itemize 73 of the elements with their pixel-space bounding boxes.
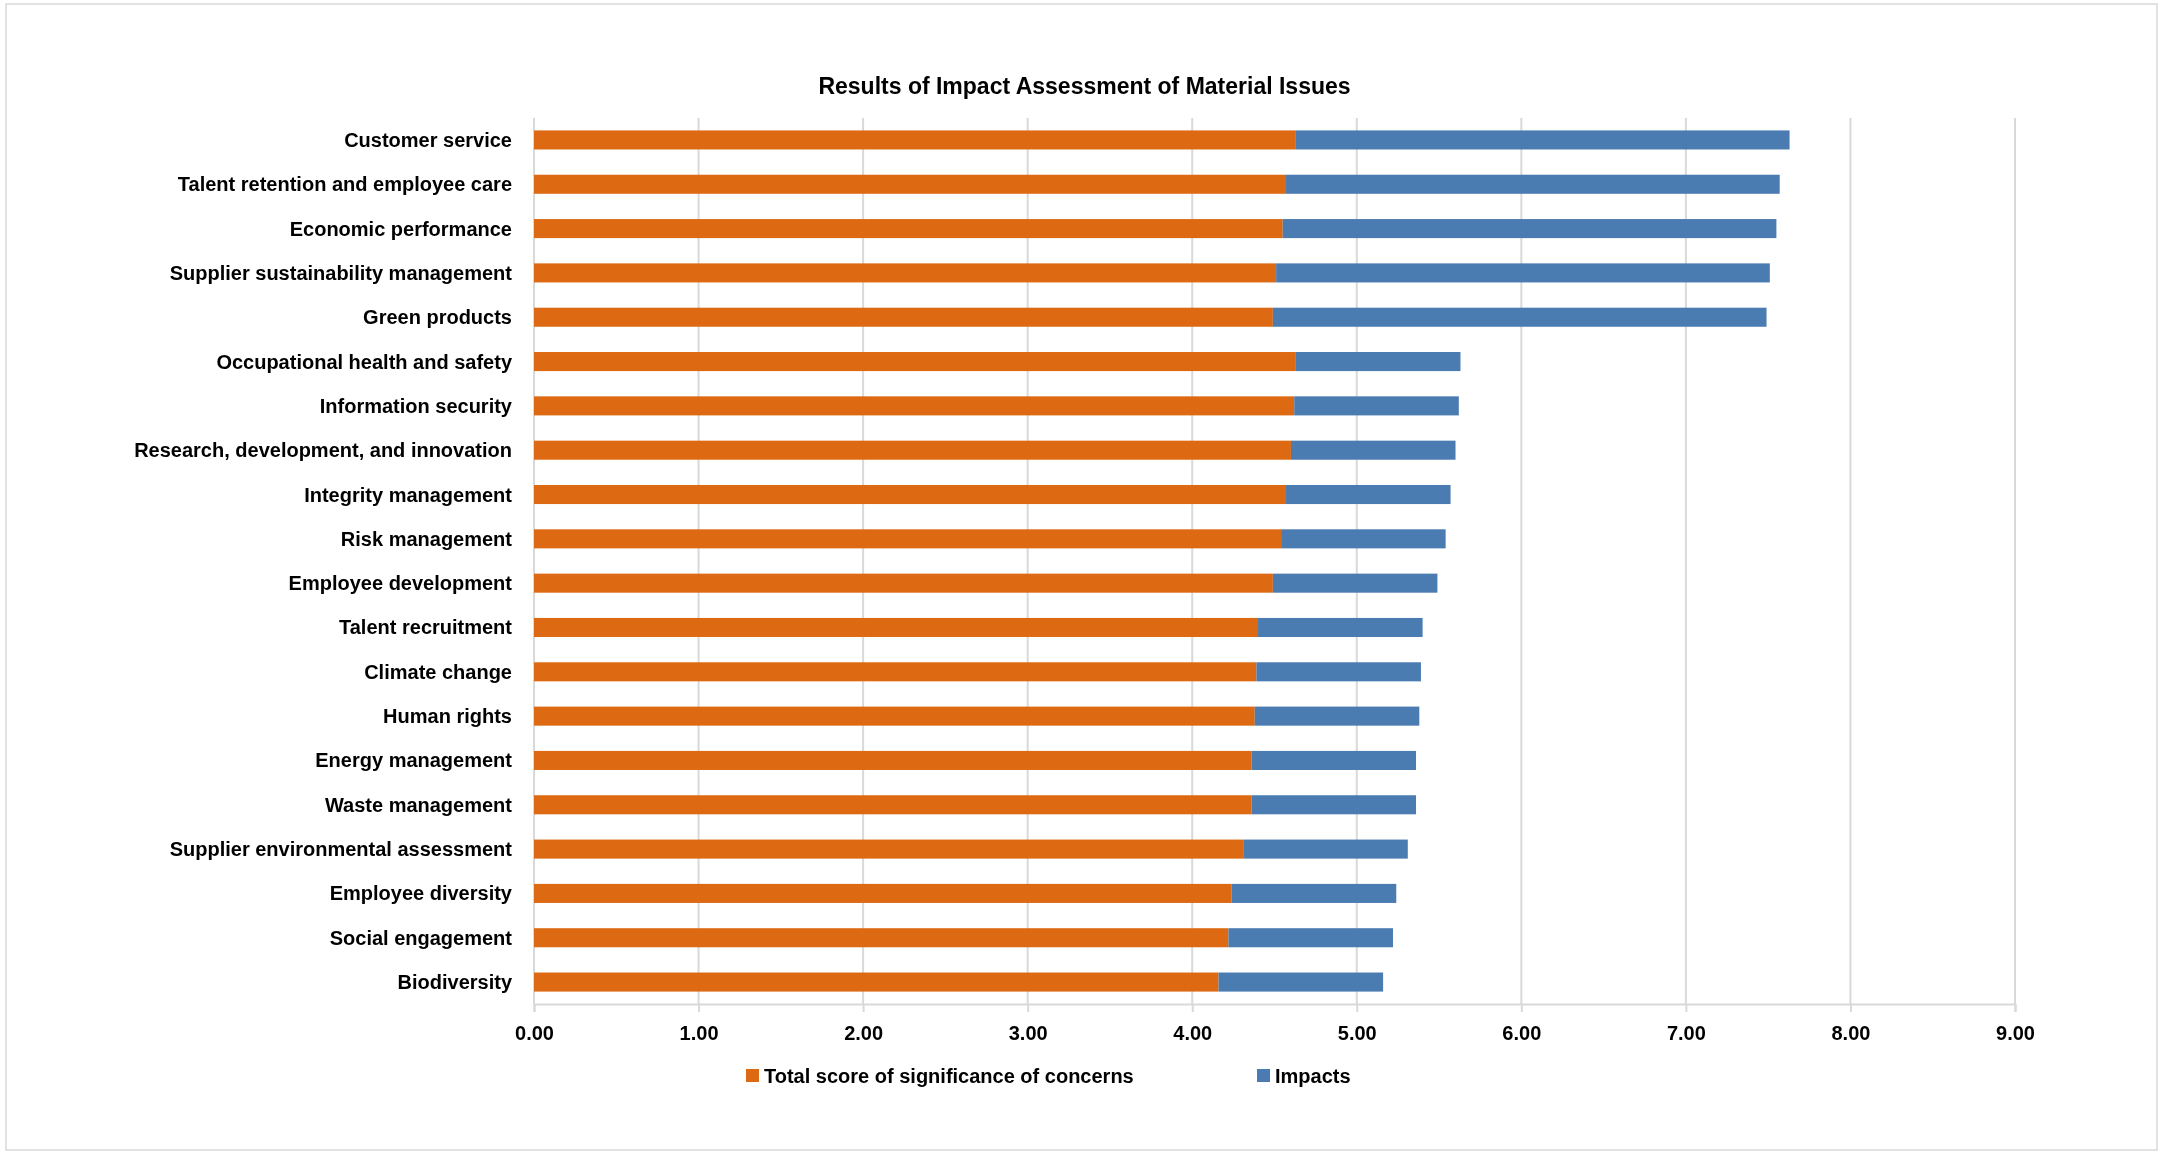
y-tick-label: Climate change	[364, 660, 512, 683]
bar	[534, 883, 1232, 903]
legend-label: Total score of significance of concerns	[764, 1065, 1134, 1087]
y-tick-label: Customer service	[344, 128, 512, 151]
x-tick-label: 3.00	[1008, 1022, 1048, 1045]
bar	[1281, 529, 1446, 549]
y-tick-label: Energy management	[315, 749, 513, 772]
y-tick-label: Information security	[319, 394, 513, 417]
bar	[1251, 750, 1417, 770]
y-tick-label: Waste management	[324, 793, 513, 816]
bar	[1228, 928, 1393, 948]
y-tick-label: Economic performance	[289, 217, 512, 240]
bar	[1251, 795, 1417, 815]
x-tick-label: 4.00	[1173, 1022, 1213, 1045]
x-tick-label: 8.00	[1831, 1022, 1871, 1045]
bar	[534, 440, 1291, 460]
bar	[534, 263, 1277, 283]
bar	[1295, 352, 1461, 372]
x-tick-label: 9.00	[1996, 1022, 2035, 1045]
bar	[1294, 396, 1459, 416]
x-tick-label: 6.00	[1502, 1022, 1542, 1045]
x-tick-label: 0.00	[515, 1022, 554, 1045]
bar	[534, 174, 1287, 194]
y-tick-label: Green products	[363, 306, 512, 329]
chart-title: Results of Impact Assessment of Material Issues	[818, 73, 1351, 99]
bar	[534, 706, 1255, 726]
y-tick-label: Research, development, and innovation	[134, 439, 512, 462]
bar	[1286, 484, 1451, 505]
bar	[534, 662, 1257, 682]
bar	[534, 307, 1273, 327]
bar	[534, 750, 1252, 770]
y-tick-label: Employee development	[288, 572, 513, 595]
bar	[534, 529, 1282, 549]
y-tick-label: Integrity management	[304, 483, 513, 506]
y-tick-label: Talent retention and employee care	[177, 173, 512, 196]
bar	[534, 130, 1296, 150]
bar	[534, 972, 1219, 992]
bar	[534, 352, 1296, 372]
y-tick-label: Supplier environmental assessment	[169, 838, 513, 861]
bar	[1254, 706, 1420, 726]
bar	[534, 573, 1273, 593]
bar	[1258, 617, 1423, 638]
bar	[1218, 972, 1384, 992]
bar	[1286, 174, 1780, 194]
y-tick-label: Biodiversity	[397, 971, 513, 994]
x-tick-label: 5.00	[1337, 1022, 1377, 1045]
bar	[1243, 839, 1408, 859]
bar	[534, 928, 1229, 948]
bar	[1231, 883, 1397, 903]
bar	[534, 839, 1244, 859]
y-tick-label: Talent recruitment	[339, 616, 513, 639]
bar	[534, 795, 1252, 815]
x-tick-label: 7.00	[1666, 1022, 1706, 1045]
bar	[1272, 573, 1438, 593]
bar	[1282, 219, 1777, 239]
y-tick-label: Human rights	[383, 705, 512, 728]
x-tick-label: 2.00	[844, 1022, 884, 1045]
bar	[534, 219, 1283, 239]
y-tick-label: Employee diversity	[329, 882, 513, 905]
bar	[1276, 263, 1770, 283]
bar	[534, 484, 1287, 505]
legend-label: Impacts	[1275, 1065, 1351, 1087]
bar	[534, 396, 1295, 416]
bar	[1256, 662, 1421, 682]
y-tick-label: Risk management	[340, 527, 513, 550]
y-tick-label: Occupational health and safety	[216, 350, 513, 373]
x-tick-label: 1.00	[679, 1022, 719, 1045]
bar	[1290, 440, 1456, 460]
y-tick-label: Social engagement	[329, 926, 513, 949]
bar	[534, 617, 1259, 638]
y-tick-label: Supplier sustainability management	[169, 261, 513, 284]
bar	[1272, 307, 1767, 327]
bar	[1295, 130, 1790, 150]
